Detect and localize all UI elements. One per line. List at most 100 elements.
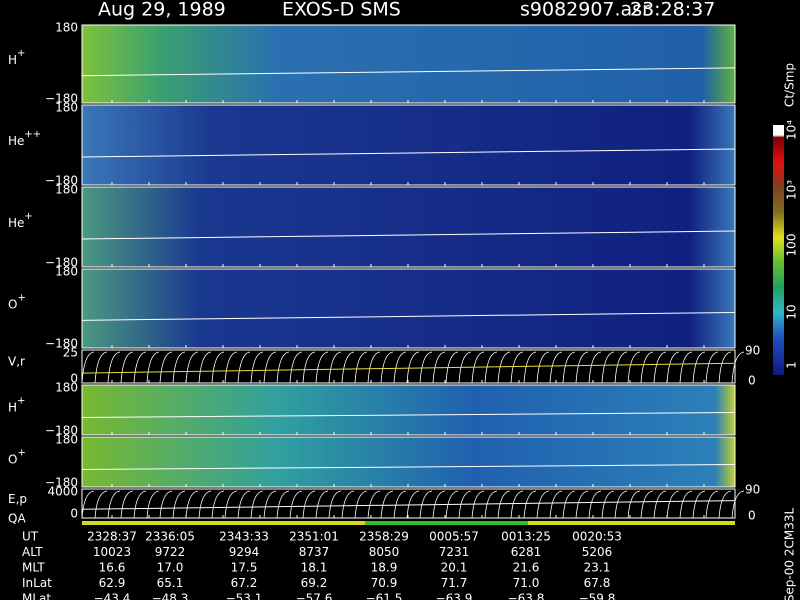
trace xyxy=(81,362,736,374)
y-top: 180 xyxy=(55,21,78,35)
cell: 8050 xyxy=(369,545,400,559)
y-bottom: −180 xyxy=(45,92,78,106)
r-bottom: 0 xyxy=(748,509,756,523)
panel-label: H+ xyxy=(8,396,25,415)
colorbar-label: 100 xyxy=(785,234,799,257)
cell: 0013:25 xyxy=(501,530,551,544)
panel xyxy=(81,349,736,384)
label-sup: ++ xyxy=(24,129,41,140)
waves xyxy=(81,351,745,384)
r-top: 90 xyxy=(745,344,760,358)
label-text: H xyxy=(8,53,17,67)
cell: −43.4 xyxy=(94,592,131,600)
colorbar-label: 10⁴ xyxy=(785,120,799,140)
panel xyxy=(81,186,736,268)
y-top: 180 xyxy=(55,265,78,279)
label-sup: + xyxy=(17,396,25,407)
panel-label: H+ xyxy=(8,48,25,67)
cell: 9294 xyxy=(229,545,260,559)
row-label: ALT xyxy=(22,545,43,559)
cell: 62.9 xyxy=(99,576,126,590)
y-bottom: 0 xyxy=(70,507,78,521)
cell: 20.1 xyxy=(441,561,468,575)
y-top: 180 xyxy=(55,433,78,447)
y-bottom: −180 xyxy=(45,476,78,490)
colorbar xyxy=(773,125,784,375)
label-text: O xyxy=(8,452,17,466)
cell: 9722 xyxy=(155,545,186,559)
y-top: 4000 xyxy=(47,485,78,499)
y-top: 180 xyxy=(55,101,78,115)
label-text: He xyxy=(8,134,24,148)
instrument: EXOS-D SMS xyxy=(282,0,401,21)
y-top: 25 xyxy=(63,346,78,360)
label-sup: + xyxy=(17,293,25,304)
row-label: MLat xyxy=(22,592,51,600)
label-text: H xyxy=(8,400,17,414)
y-top: 180 xyxy=(55,183,78,197)
cell: −63.9 xyxy=(436,592,473,600)
panel-label: He++ xyxy=(8,129,41,148)
file: s9082907.asr xyxy=(520,0,650,21)
date: Aug 29, 1989 xyxy=(98,0,226,21)
panel-label: E,p xyxy=(8,492,27,506)
y-bottom: −180 xyxy=(45,424,78,438)
plots: H+180−180He++180−180He+180−180O+180−180V… xyxy=(8,21,760,600)
panel xyxy=(81,24,736,104)
cell: 0020:53 xyxy=(572,530,622,544)
cell: −63.8 xyxy=(508,592,545,600)
cell: 21.6 xyxy=(513,561,540,575)
panel xyxy=(81,104,736,186)
y-top: 180 xyxy=(55,381,78,395)
r-bottom: 0 xyxy=(748,374,756,388)
label-text: E,p xyxy=(8,492,27,506)
cell: 67.8 xyxy=(584,576,611,590)
panel-label: He+ xyxy=(8,211,33,230)
waves xyxy=(81,490,745,519)
trace xyxy=(81,230,736,240)
colorbar-label: 1 xyxy=(785,361,799,369)
cell: 0005:57 xyxy=(429,530,479,544)
y-bottom: −180 xyxy=(45,174,78,188)
cell: −53.1 xyxy=(226,592,263,600)
cell: 17.5 xyxy=(231,561,258,575)
label-text: He xyxy=(8,216,24,230)
label-sup: + xyxy=(17,48,25,59)
label-sup: + xyxy=(24,211,32,222)
cell: 70.9 xyxy=(371,576,398,590)
panel-label: O+ xyxy=(8,448,26,467)
label-text: V,r xyxy=(8,354,25,368)
cell: 69.2 xyxy=(301,576,328,590)
cell: 10023 xyxy=(93,545,131,559)
trace xyxy=(81,500,736,510)
cell: 18.9 xyxy=(371,561,398,575)
cell: −61.5 xyxy=(366,592,403,600)
trace xyxy=(81,311,736,321)
panel-label: O+ xyxy=(8,293,26,312)
colorbar-label: 10 xyxy=(785,304,799,319)
cell: −57.6 xyxy=(296,592,333,600)
panel xyxy=(81,488,736,519)
cell: 67.2 xyxy=(231,576,258,590)
y-bottom: −180 xyxy=(45,256,78,270)
cell: 71.0 xyxy=(513,576,540,590)
cell: 8737 xyxy=(299,545,330,559)
panel-label: V,r xyxy=(8,354,25,368)
cell: −48.3 xyxy=(152,592,189,600)
time: 23:28:37 xyxy=(630,0,715,21)
footer: Sep-00 2CM33L xyxy=(783,508,797,600)
label-sup: + xyxy=(17,448,25,459)
panel-label-2: QA xyxy=(8,512,26,526)
cell: 23.1 xyxy=(584,561,611,575)
y-bottom: −180 xyxy=(45,337,78,351)
cell: 6281 xyxy=(511,545,542,559)
y-bottom: 0 xyxy=(70,372,78,386)
cell: 18.1 xyxy=(301,561,328,575)
cell: 17.0 xyxy=(157,561,184,575)
cell: 2343:33 xyxy=(219,530,269,544)
row-label: InLat xyxy=(22,576,52,590)
cell: 2351:01 xyxy=(289,530,339,544)
trace xyxy=(81,148,736,158)
cell: 2358:29 xyxy=(359,530,409,544)
